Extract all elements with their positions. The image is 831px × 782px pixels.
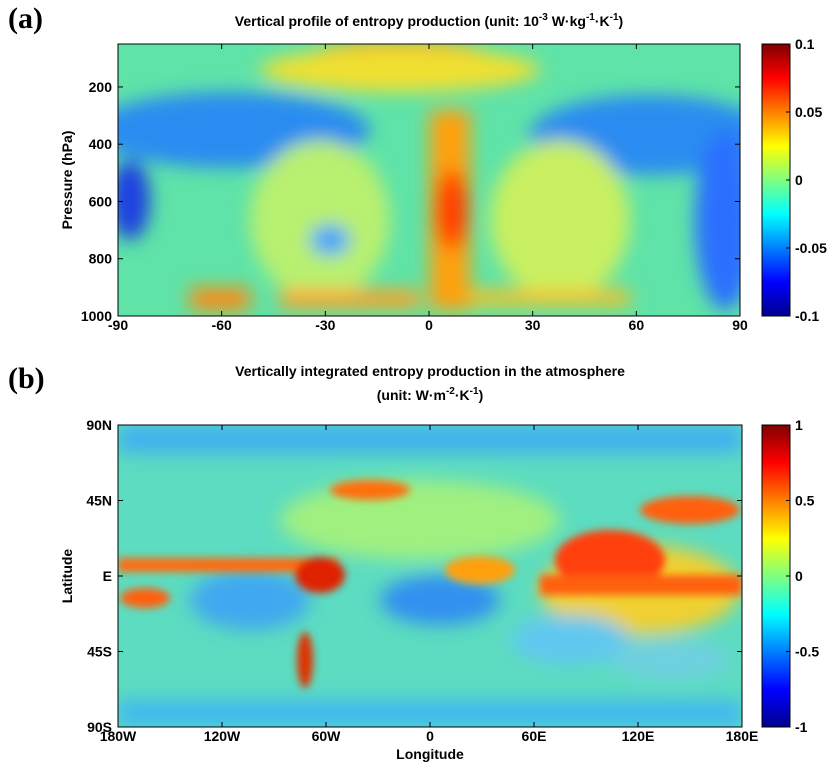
y-tick-label: 90N (86, 417, 112, 433)
colorbar-tick-label: -0.1 (795, 308, 819, 324)
heatmap-field (118, 44, 740, 316)
y-tick-label: 600 (89, 193, 113, 209)
y-tick-label: 800 (89, 251, 113, 267)
y-tick-label: 200 (89, 79, 113, 95)
title-part: -3 (539, 12, 548, 23)
x-tick-label: 180W (100, 728, 137, 744)
title-part: -2 (446, 386, 455, 397)
y-tick-label: E (103, 568, 112, 584)
title-part: ·K (455, 387, 470, 403)
title-part: -1 (610, 12, 619, 23)
x-tick-label: 180E (726, 728, 759, 744)
title-part: W·kg (548, 13, 586, 29)
title-part: (unit: W·m (377, 387, 446, 403)
x-axis-label: Longitude (396, 746, 464, 762)
chart-title: (unit: W·m-2·K-1) (377, 386, 483, 403)
title-part: ) (479, 387, 484, 403)
y-tick-label: 45S (87, 644, 112, 660)
title-part: ·K (595, 13, 610, 29)
y-axis-label: Latitude (59, 549, 75, 604)
x-tick-label: 60 (629, 317, 645, 333)
colorbar-tick-label: 0.1 (795, 36, 815, 52)
x-tick-label: 0 (426, 728, 434, 744)
x-tick-label: 90 (732, 317, 748, 333)
x-tick-label: 120W (204, 728, 241, 744)
colorbar-tick-label: 1 (795, 417, 803, 433)
y-tick-label: 400 (89, 136, 113, 152)
x-tick-label: 120E (622, 728, 655, 744)
colorbar-tick-label: -1 (795, 719, 808, 735)
title-part: Vertical profile of entropy production (… (235, 13, 539, 29)
x-tick-label: 0 (425, 317, 433, 333)
colorbar-tick-label: -0.05 (795, 240, 827, 256)
chart-title: Vertical profile of entropy production (… (235, 12, 623, 29)
x-tick-label: -90 (108, 317, 128, 333)
x-tick-label: 60W (312, 728, 342, 744)
panel-label: (b) (8, 362, 45, 395)
heatmap-field (118, 425, 742, 727)
y-tick-label: 45N (86, 493, 112, 509)
title-part: ) (619, 13, 624, 29)
title-part: -1 (586, 12, 595, 23)
x-tick-label: -60 (212, 317, 232, 333)
colorbar-tick-label: -0.5 (795, 644, 819, 660)
colorbar-tick-label: 0.05 (795, 104, 822, 120)
x-tick-label: -30 (315, 317, 335, 333)
colorbar-tick-label: 0 (795, 172, 803, 188)
colorbar (762, 44, 790, 316)
colorbar-tick-label: 0.5 (795, 493, 815, 509)
x-tick-label: 30 (525, 317, 541, 333)
panel-label: (a) (8, 2, 43, 35)
colorbar-tick-label: 0 (795, 568, 803, 584)
title-part: -1 (470, 386, 479, 397)
y-axis-label: Pressure (hPa) (59, 131, 75, 230)
y-tick-label: 1000 (81, 308, 112, 324)
colorbar (762, 425, 790, 727)
y-tick-label: 90S (87, 719, 112, 735)
chart-title: Vertically integrated entropy production… (235, 363, 625, 379)
x-tick-label: 60E (522, 728, 547, 744)
